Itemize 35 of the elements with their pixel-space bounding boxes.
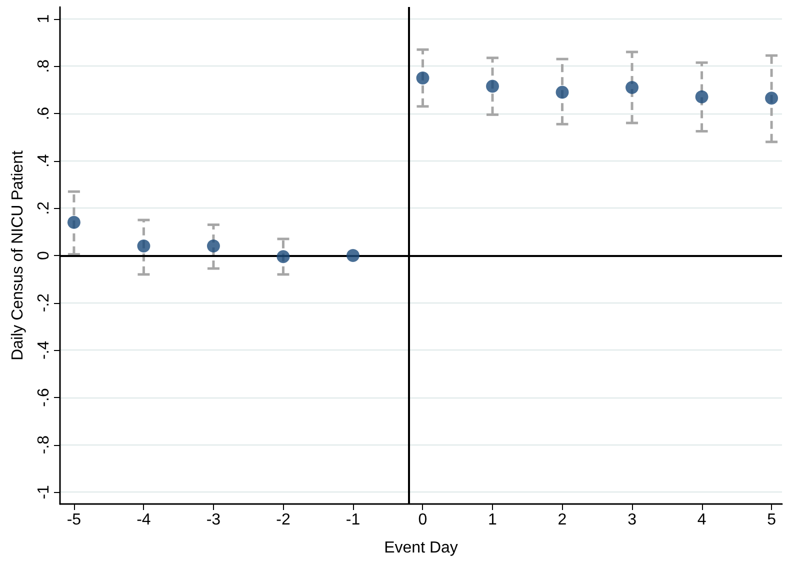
x-tick-label: -3 (206, 512, 221, 528)
point (67, 216, 80, 229)
x-tick-label: -4 (136, 512, 151, 528)
point (486, 80, 499, 93)
y-tick-label: .6 (36, 106, 52, 120)
y-tick-label: .4 (36, 154, 52, 168)
y-axis-title: Daily Census of NICU Patient (10, 150, 26, 360)
x-tick-label: 4 (697, 512, 706, 528)
x-tick-label: 0 (418, 512, 428, 528)
point (346, 249, 360, 262)
y-tick-label: .8 (36, 59, 52, 73)
y-tick-label: -.2 (36, 293, 52, 312)
point (416, 72, 430, 84)
y-tick-label: 1 (36, 14, 52, 24)
point (556, 86, 569, 99)
x-tick-label: 2 (558, 512, 567, 528)
x-tick-label: -1 (346, 512, 360, 528)
x-tick-label: 5 (767, 512, 776, 528)
point (206, 240, 220, 253)
y-tick-label: -.8 (36, 435, 52, 454)
y-tick-label: -.6 (36, 388, 52, 407)
x-tick-label: -2 (276, 512, 290, 528)
y-tick-label: -1 (36, 484, 52, 500)
x-axis-title: Event Day (384, 540, 458, 556)
point (276, 250, 290, 264)
point (695, 90, 708, 104)
point (626, 80, 639, 94)
y-tick-label: .2 (36, 201, 52, 215)
y-tick-label: -.4 (36, 340, 52, 360)
y-tick-label: 0 (36, 250, 52, 260)
point (765, 92, 778, 105)
x-tick-label: 1 (488, 512, 498, 528)
x-tick-label: 3 (628, 512, 637, 528)
x-tick-label: -5 (66, 512, 82, 528)
point (137, 240, 150, 253)
